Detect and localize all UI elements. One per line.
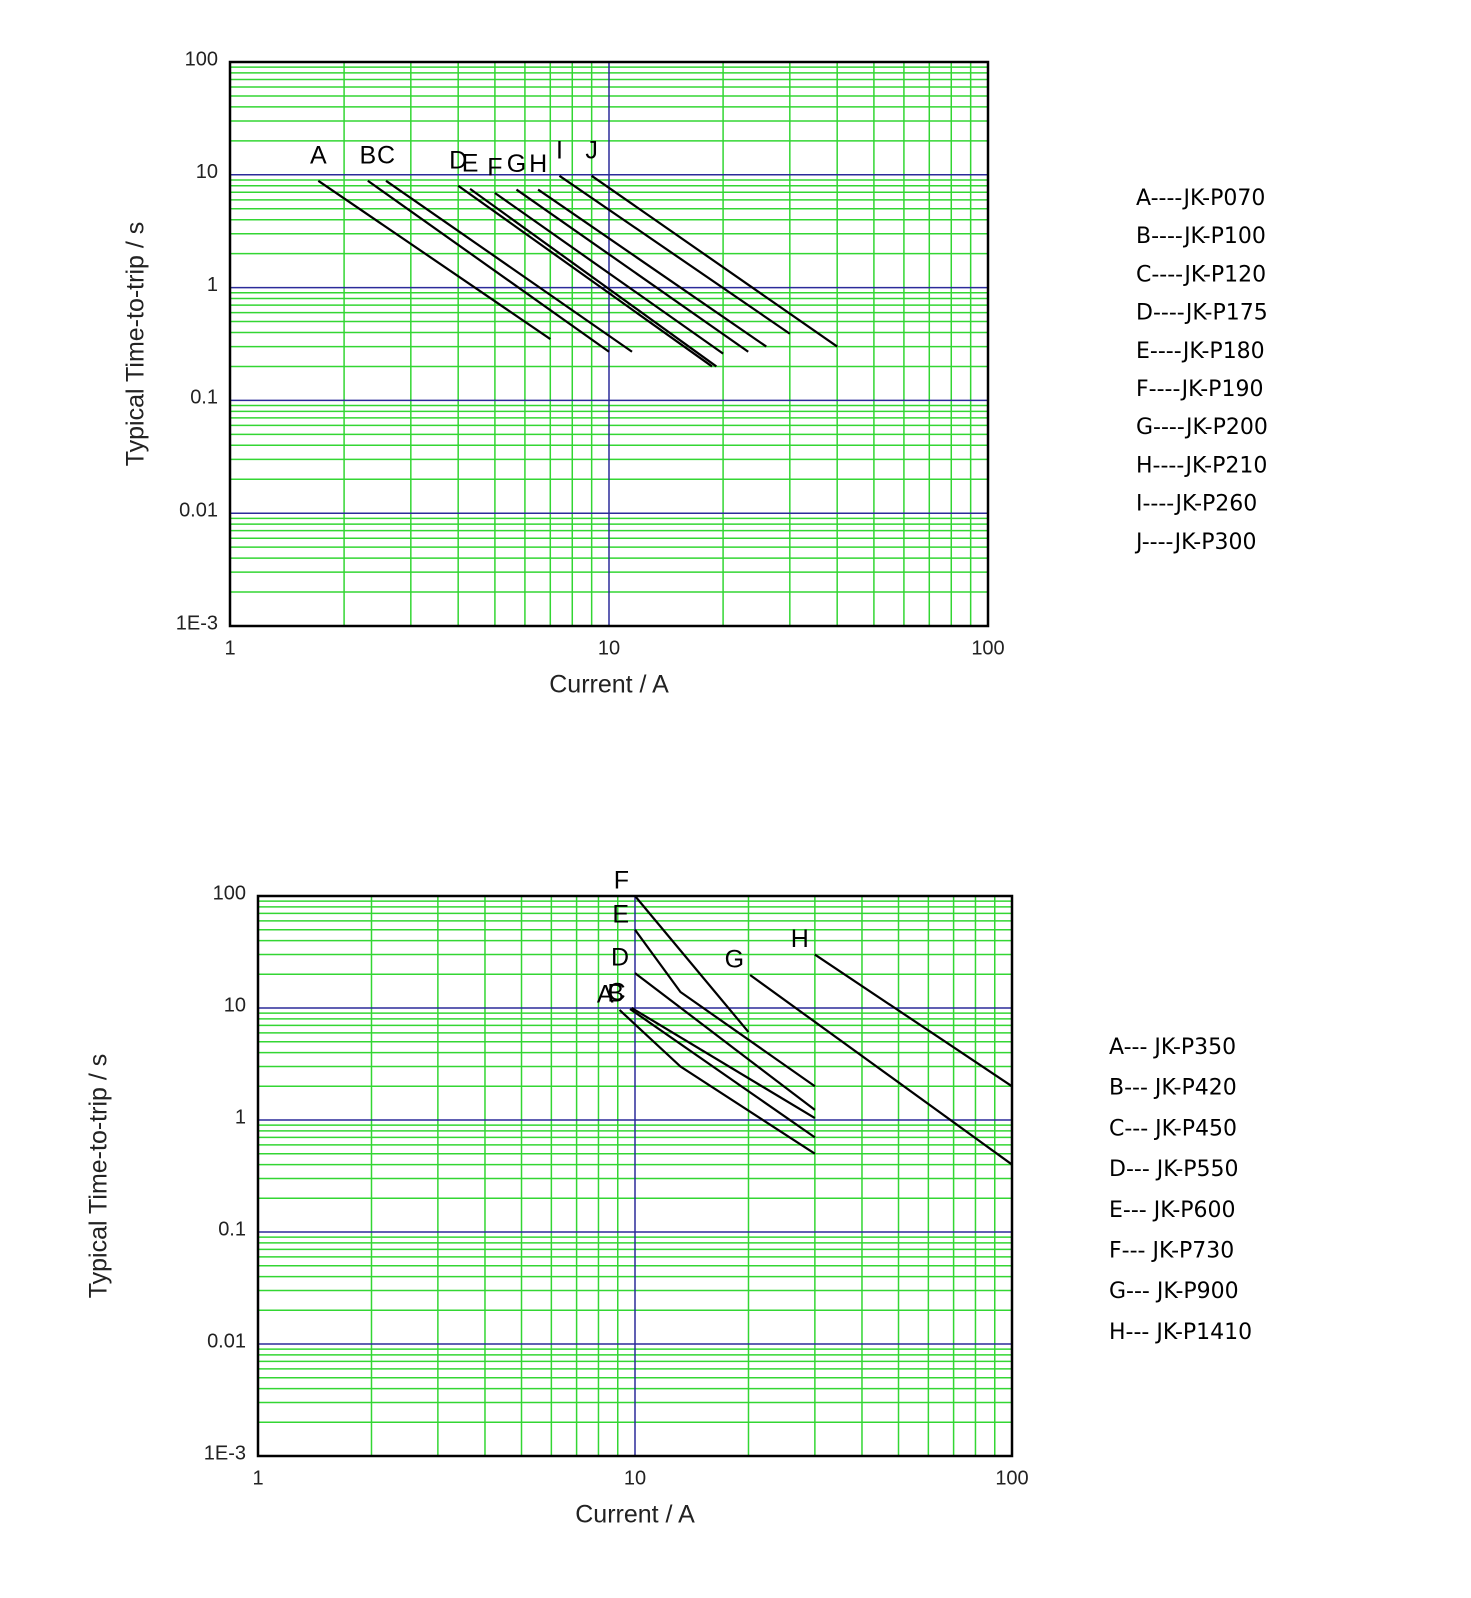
legend-entry: A--- JK-P350: [1109, 1035, 1236, 1060]
curve-label: F: [614, 867, 629, 895]
legend-entry: H----JK-P210: [1136, 453, 1267, 478]
curve-label: H: [791, 925, 809, 953]
curve-label: D: [449, 146, 467, 174]
curve: [629, 1008, 816, 1139]
plot-frame: [228, 60, 990, 628]
legend-entry: D--- JK-P550: [1109, 1157, 1239, 1182]
y-tick-label: 100: [213, 882, 246, 904]
curve-label: A: [310, 141, 327, 169]
curve: [385, 179, 633, 353]
curve: [469, 188, 718, 368]
curve: [814, 953, 1013, 1088]
curve-label: B: [607, 980, 624, 1008]
curve-label: C: [608, 979, 626, 1007]
curve-label: I: [556, 136, 563, 164]
curve: [515, 188, 749, 353]
y-tick-label: 10: [224, 994, 246, 1016]
curve-label: G: [725, 946, 744, 974]
curve-label: B: [359, 141, 376, 169]
legend-entry: I----JK-P260: [1136, 492, 1257, 517]
curve: [367, 179, 610, 353]
x-tick-label: 10: [598, 637, 620, 659]
curve-label: G: [507, 150, 526, 178]
x-tick-label: 100: [995, 1467, 1028, 1489]
legend-entry: C--- JK-P450: [1109, 1116, 1237, 1141]
curve: [494, 192, 724, 355]
curve: [537, 188, 767, 348]
y-tick-label: 0.01: [179, 499, 218, 521]
curve: [591, 174, 838, 348]
curve: [558, 174, 791, 335]
x-tick-label: 1: [252, 1467, 263, 1489]
y-tick-label: 0.1: [190, 387, 218, 409]
curve: [634, 929, 816, 1088]
legend-entry: B----JK-P100: [1136, 224, 1266, 249]
curve: [634, 895, 750, 1033]
y-tick-label: 1: [207, 274, 218, 296]
curve-label: A: [597, 981, 614, 1009]
y-tick-label: 1: [235, 1106, 246, 1128]
y-tick-label: 100: [185, 48, 218, 70]
legend-entry: C----JK-P120: [1136, 262, 1266, 287]
x-tick-label: 10: [624, 1467, 646, 1489]
curve: [631, 1007, 816, 1120]
curve-label: E: [462, 150, 479, 178]
legend-entry: B--- JK-P420: [1109, 1076, 1237, 1101]
x-tick-label: 1: [224, 637, 235, 659]
y-tick-label: 0.1: [218, 1218, 246, 1240]
legend-entry: E----JK-P180: [1136, 339, 1265, 364]
curve: [634, 972, 816, 1111]
y-tick-label: 0.01: [207, 1330, 246, 1352]
legend-entry: A----JK-P070: [1136, 186, 1265, 211]
legend-entry: E--- JK-P600: [1109, 1198, 1236, 1223]
curve: [317, 179, 551, 340]
curve-label: F: [487, 154, 502, 182]
legend-entry: F----JK-P190: [1136, 377, 1263, 402]
legend-entry: H--- JK-P1410: [1109, 1320, 1252, 1345]
x-axis-title: Current / A: [575, 1501, 695, 1529]
legend-entry: G----JK-P200: [1136, 415, 1268, 440]
curve-label: H: [529, 150, 547, 178]
legend-entry: D----JK-P175: [1136, 301, 1268, 326]
y-tick-label: 1E-3: [204, 1442, 246, 1464]
curve-label: E: [612, 900, 629, 928]
legend-entry: G--- JK-P900: [1109, 1279, 1239, 1304]
curve: [749, 974, 1013, 1166]
legend-entry: J----JK-P300: [1134, 530, 1256, 555]
y-tick-label: 1E-3: [176, 612, 218, 634]
y-axis-title: Typical Time-to-trip / s: [122, 222, 150, 467]
curve-label: D: [611, 944, 629, 972]
y-axis-title: Typical Time-to-trip / s: [85, 1054, 113, 1299]
x-axis-title: Current / A: [549, 671, 669, 699]
x-tick-label: 100: [971, 637, 1004, 659]
curve: [618, 1009, 816, 1155]
curve: [457, 184, 713, 368]
curve-label: C: [377, 141, 395, 169]
curve-label: J: [585, 136, 598, 164]
legend-entry: F--- JK-P730: [1109, 1239, 1234, 1264]
y-tick-label: 10: [196, 161, 218, 183]
